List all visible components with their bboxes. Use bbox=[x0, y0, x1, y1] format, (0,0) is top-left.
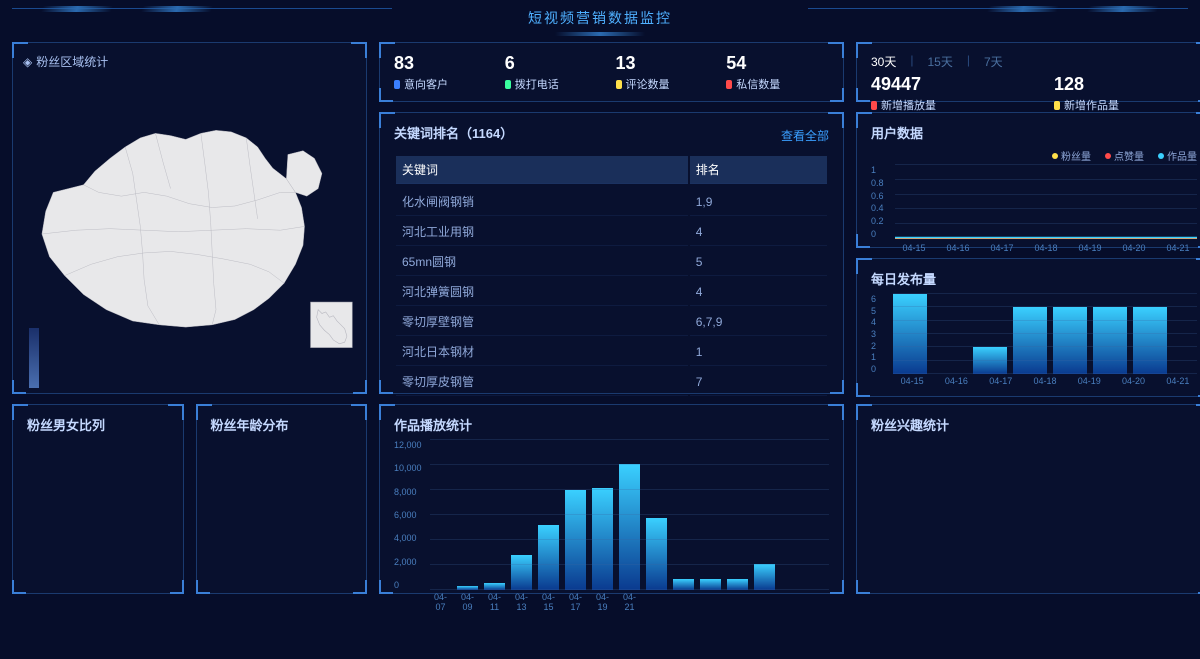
age-panel-title: 粉丝年龄分布 bbox=[211, 415, 353, 434]
keyword-cell: 河北日本钢材 bbox=[396, 338, 688, 366]
rank-cell: 7 bbox=[690, 368, 827, 396]
header-deco-right bbox=[808, 8, 1188, 22]
stat-label: 意向客户 bbox=[404, 76, 448, 92]
keyword-panel-title: 关键词排名（1164） bbox=[394, 123, 513, 142]
col-rank: 排名 bbox=[690, 156, 827, 184]
stat-label: 私信数量 bbox=[736, 76, 780, 92]
user-data-title: 用户数据 bbox=[871, 123, 1197, 142]
table-row[interactable]: 化水闸阀钢销1,9 bbox=[396, 188, 827, 216]
china-map[interactable] bbox=[23, 74, 356, 394]
keyword-cell: 化水闸阀钢销 bbox=[396, 188, 688, 216]
stat-item: 54 私信数量 bbox=[726, 53, 829, 92]
table-row[interactable]: 河北弹簧圆钢4 bbox=[396, 278, 827, 306]
table-row[interactable]: 65mn圆钢5 bbox=[396, 248, 827, 276]
stat-value: 13 bbox=[616, 53, 719, 74]
map-panel: ◈ 粉丝区域统计 bbox=[12, 42, 367, 394]
age-distribution-panel: 粉丝年龄分布 bbox=[196, 404, 368, 594]
keyword-cell: 65mn圆钢 bbox=[396, 248, 688, 276]
stat-label: 拨打电话 bbox=[515, 76, 559, 92]
stat-value: 83 bbox=[394, 53, 497, 74]
stat-value: 54 bbox=[726, 53, 829, 74]
interest-panel: 粉丝兴趣统计 bbox=[856, 404, 1200, 594]
user-data-panel: 用户数据 粉丝量点赞量作品量 00.20.40.60.81 04-1504-16… bbox=[856, 112, 1200, 248]
view-all-link[interactable]: 查看全部 bbox=[781, 127, 829, 144]
table-row[interactable]: 零切厚皮钢管7 bbox=[396, 368, 827, 396]
stat-value: 128 bbox=[1054, 74, 1197, 95]
header-center-bar bbox=[555, 32, 645, 36]
stat-item: 6 拨打电话 bbox=[505, 53, 608, 92]
daily-publish-title: 每日发布量 bbox=[871, 269, 1197, 288]
table-row[interactable]: 河北工业用钢4 bbox=[396, 218, 827, 246]
map-legend-gradient bbox=[29, 328, 39, 388]
keyword-cell: 零切厚壁钢管 bbox=[396, 308, 688, 336]
legend-item: 作品量 bbox=[1158, 148, 1197, 163]
time-range-panel: 30天|15天|7天 49447 新增播放量128 新增作品量 bbox=[856, 42, 1200, 102]
col-keyword: 关键词 bbox=[396, 156, 688, 184]
keyword-cell: 河北工业用钢 bbox=[396, 218, 688, 246]
time-tab[interactable]: 15天 bbox=[927, 53, 952, 70]
rank-cell: 1,9 bbox=[690, 188, 827, 216]
rank-cell: 6,7,9 bbox=[690, 308, 827, 336]
legend-item: 粉丝量 bbox=[1052, 148, 1091, 163]
table-row[interactable]: 零切厚壁钢管6,7,9 bbox=[396, 308, 827, 336]
map-title: 粉丝区域统计 bbox=[36, 53, 108, 70]
page-title: 短视频营销数据监控 bbox=[528, 8, 672, 28]
stat-value: 6 bbox=[505, 53, 608, 74]
rank-cell: 4 bbox=[690, 218, 827, 246]
stat-label: 新增作品量 bbox=[1064, 97, 1119, 113]
rank-cell: 4 bbox=[690, 278, 827, 306]
stat-item: 49447 新增播放量 bbox=[871, 74, 1014, 113]
time-tab[interactable]: 7天 bbox=[984, 53, 1003, 70]
rank-cell: 5 bbox=[690, 248, 827, 276]
keyword-rank-panel: 关键词排名（1164） 查看全部 关键词 排名 化水闸阀钢销1,9河北工业用钢4… bbox=[379, 112, 844, 394]
rank-cell: 1 bbox=[690, 338, 827, 366]
daily-publish-panel: 每日发布量 0123456 04-1504-1604-1704-1804-190… bbox=[856, 258, 1200, 397]
gender-panel-title: 粉丝男女比列 bbox=[27, 415, 169, 434]
globe-icon: ◈ bbox=[23, 55, 32, 69]
table-row[interactable]: 河北日本钢材1 bbox=[396, 338, 827, 366]
header: 短视频营销数据监控 bbox=[0, 0, 1200, 36]
stat-label: 新增播放量 bbox=[881, 97, 936, 113]
time-tab[interactable]: 30天 bbox=[871, 53, 896, 70]
play-stats-title: 作品播放统计 bbox=[394, 415, 829, 434]
stat-value: 49447 bbox=[871, 74, 1014, 95]
interest-panel-title: 粉丝兴趣统计 bbox=[871, 415, 1197, 434]
gender-ratio-panel: 粉丝男女比列 bbox=[12, 404, 184, 594]
stat-item: 83 意向客户 bbox=[394, 53, 497, 92]
stat-label: 评论数量 bbox=[626, 76, 670, 92]
keyword-cell: 河北弹簧圆钢 bbox=[396, 278, 688, 306]
keyword-cell: 零切厚皮钢管 bbox=[396, 368, 688, 396]
top-stats-panel: 83 意向客户6 拨打电话13 评论数量54 私信数量 bbox=[379, 42, 844, 102]
play-stats-panel: 作品播放统计 02,0004,0006,0008,00010,00012,000… bbox=[379, 404, 844, 594]
legend-item: 点赞量 bbox=[1105, 148, 1144, 163]
stat-item: 128 新增作品量 bbox=[1054, 74, 1197, 113]
stat-item: 13 评论数量 bbox=[616, 53, 719, 92]
header-deco-left bbox=[12, 8, 392, 22]
